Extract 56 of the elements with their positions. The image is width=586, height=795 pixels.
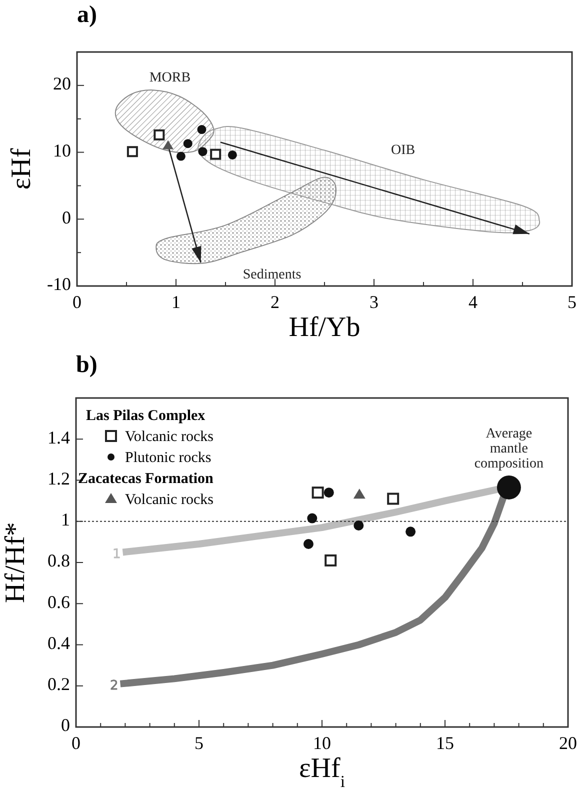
point xyxy=(210,148,222,160)
y-tick-label: 0 xyxy=(62,207,71,228)
x-tick-label: 2 xyxy=(270,292,280,312)
point xyxy=(176,152,186,161)
y-tick-label: -10 xyxy=(47,274,71,294)
annotation: Zacatecas Formation xyxy=(78,471,214,487)
chart-title: a) xyxy=(77,2,97,28)
point xyxy=(354,520,364,530)
point xyxy=(324,488,334,498)
y-tick-label: 0.6 xyxy=(48,592,70,612)
point xyxy=(162,140,174,150)
x-tick-label: 1 xyxy=(172,292,180,312)
point xyxy=(198,147,208,156)
series-label: 1 xyxy=(112,546,121,562)
point xyxy=(303,538,314,549)
point xyxy=(307,513,318,524)
legend-label: Volcanic rocks xyxy=(125,492,214,508)
series-label: Average mantle composition xyxy=(474,426,544,472)
point xyxy=(183,139,192,148)
point xyxy=(324,554,337,566)
x-tick-label: 5 xyxy=(194,733,204,753)
series-label: OIB xyxy=(391,143,416,158)
x-axis-title: εHf$_{i}$ xyxy=(299,753,346,790)
y-tick-label: 20 xyxy=(53,74,71,94)
legend-label: Plutonic rocks xyxy=(125,450,212,466)
annotation: Las Pilas Complex xyxy=(86,408,206,424)
y-tick-label: 0 xyxy=(61,715,70,736)
y-tick-label: 1 xyxy=(61,510,70,530)
x-tick-label: 5 xyxy=(568,292,576,312)
point xyxy=(154,129,165,140)
x-axis-title: Hf/Yb xyxy=(288,312,360,343)
x-tick-label: 4 xyxy=(468,292,478,312)
y-axis-title: Hf/Hf* xyxy=(0,522,31,603)
x-tick-label: 15 xyxy=(436,733,454,753)
series-label: 2 xyxy=(110,678,118,694)
chart-title: b) xyxy=(76,352,98,378)
point xyxy=(228,150,237,160)
y-tick-label: 0.4 xyxy=(48,632,70,653)
point xyxy=(387,492,400,505)
y-tick-label: 0.2 xyxy=(48,674,70,694)
point xyxy=(126,146,138,158)
series-label: Sediments xyxy=(242,267,302,282)
y-tick-label: 10 xyxy=(53,140,71,160)
point xyxy=(312,486,324,499)
y-tick-label: 0.8 xyxy=(48,550,70,571)
series-label: MORB xyxy=(149,70,191,86)
y-axis-title: εHf xyxy=(6,148,37,190)
x-tick-label: 10 xyxy=(313,733,331,753)
x-tick-label: 20 xyxy=(559,733,577,753)
point xyxy=(406,526,416,537)
point xyxy=(353,488,366,499)
y-tick-label: 1.4 xyxy=(48,427,70,448)
x-tick-label: 3 xyxy=(370,292,378,312)
legend-label: Volcanic rocks xyxy=(125,429,214,445)
y-tick-label: 1.2 xyxy=(48,468,70,488)
point xyxy=(197,125,206,134)
